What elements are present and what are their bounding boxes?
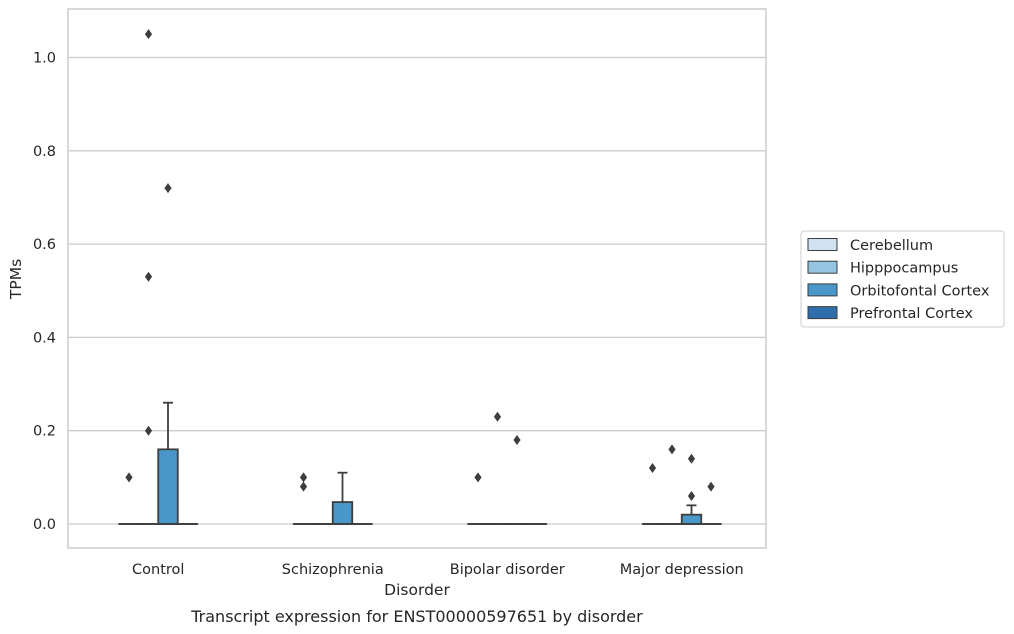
legend-swatch bbox=[807, 306, 838, 320]
box-hipppocampus bbox=[661, 444, 683, 525]
legend-label: Prefrontal Cortex bbox=[850, 306, 973, 322]
box-prefrontal-cortex bbox=[700, 481, 722, 525]
box-orbitofontal-cortex bbox=[331, 471, 354, 525]
box-series bbox=[118, 29, 722, 525]
outlier-point bbox=[668, 444, 676, 455]
outlier-point bbox=[144, 271, 153, 282]
x-tick-label: Bipolar disorder bbox=[450, 562, 565, 578]
outlier-point bbox=[299, 472, 308, 483]
legend: Cerebellum Hipppocampus Orbitofontal Corte… bbox=[800, 230, 1005, 328]
outlier-point bbox=[493, 411, 502, 422]
y-tick-labels: 0.0 0.2 0.4 0.6 0.8 1.0 bbox=[33, 51, 56, 534]
y-tick-label: 1.0 bbox=[33, 51, 56, 67]
outlier-point bbox=[648, 463, 657, 474]
legend-label: Cerebellum bbox=[850, 238, 933, 254]
outlier-point bbox=[707, 481, 715, 492]
legend-swatch bbox=[807, 283, 838, 297]
outlier-point bbox=[144, 29, 153, 40]
outlier-point bbox=[687, 491, 696, 502]
outlier-point bbox=[144, 425, 153, 436]
box-body bbox=[157, 448, 179, 525]
x-axis-label: Disorder bbox=[384, 581, 450, 599]
y-axis-label: TPMs bbox=[7, 259, 25, 300]
x-tick-label: Schizophrenia bbox=[282, 562, 384, 578]
box-orbitofontal-cortex bbox=[157, 183, 179, 525]
y-tick-label: 0.2 bbox=[33, 424, 56, 440]
y-tick-label: 0.8 bbox=[33, 144, 56, 160]
legend-swatch bbox=[807, 238, 838, 251]
outlier-point bbox=[474, 472, 482, 483]
outlier-point bbox=[164, 183, 172, 194]
box-body bbox=[331, 501, 354, 525]
y-tick-label: 0.6 bbox=[33, 237, 56, 253]
y-tick-label: 0.4 bbox=[33, 330, 56, 346]
legend-label: Orbitofontal Cortex bbox=[850, 283, 990, 299]
outlier-point bbox=[513, 435, 521, 446]
box-body bbox=[680, 513, 703, 525]
box-hipppocampus bbox=[137, 29, 160, 525]
plot-frame bbox=[67, 8, 767, 549]
y-tick-label: 0.0 bbox=[33, 517, 56, 533]
plot-background bbox=[68, 9, 766, 548]
outlier-point bbox=[299, 481, 308, 492]
legend-frame bbox=[800, 230, 1005, 328]
chart-caption: Transcript expression for ENST0000059765… bbox=[190, 607, 643, 626]
outlier-point bbox=[125, 472, 133, 483]
outlier-point bbox=[687, 453, 696, 464]
x-tick-label: Major depression bbox=[620, 562, 744, 578]
box-orbitofontal-cortex bbox=[680, 453, 703, 525]
x-tick-label: Control bbox=[132, 562, 184, 578]
legend-label: Hipppocampus bbox=[850, 261, 958, 277]
legend-swatch bbox=[807, 260, 838, 274]
x-tick-labels: Control Schizophrenia Bipolar disorder Majo… bbox=[132, 562, 744, 578]
